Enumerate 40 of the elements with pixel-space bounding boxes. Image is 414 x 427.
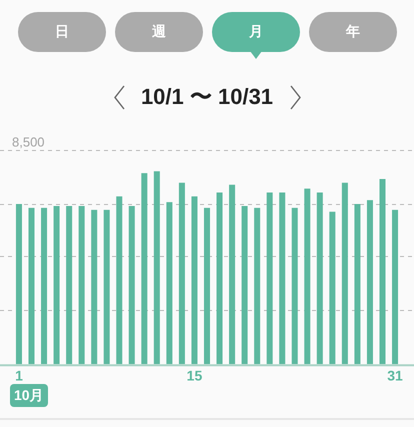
bar: [66, 206, 72, 364]
bar: [292, 208, 298, 364]
bar: [366, 200, 373, 364]
bar: [229, 184, 236, 364]
bar: [354, 204, 360, 364]
bar: [191, 196, 198, 364]
bar: [329, 212, 336, 364]
bar: [116, 196, 122, 364]
x-tick-label: 31: [387, 367, 404, 384]
bar: [91, 210, 98, 364]
tab-button: 年: [309, 12, 397, 52]
month-badge: 10月: [10, 384, 48, 407]
bar: [242, 206, 248, 364]
bar: [379, 178, 386, 364]
bar: [316, 192, 323, 364]
bar: [28, 208, 35, 364]
bar: [54, 206, 60, 364]
chart-title: 10/1 〜 10/31: [140, 83, 274, 111]
x-tick-label: 15: [186, 367, 202, 384]
bar: [154, 171, 160, 364]
bar: [166, 202, 172, 364]
bar: [78, 206, 85, 364]
bar: [41, 208, 48, 364]
bar: [392, 210, 398, 364]
bar: [178, 182, 185, 364]
bar: [128, 206, 135, 364]
bar: [104, 210, 110, 364]
bar: [141, 173, 148, 364]
bar: [342, 182, 348, 364]
x-tick-label: 1: [15, 367, 24, 384]
bar: [216, 192, 223, 364]
bar: [266, 192, 273, 364]
bar: [254, 208, 260, 364]
bar: [16, 204, 22, 364]
bar: [279, 192, 286, 364]
bar: [204, 208, 210, 364]
tab-button: 週: [115, 12, 203, 52]
text: 8,500: [12, 134, 45, 150]
bar: [304, 188, 310, 364]
tab-button: 日: [18, 12, 106, 52]
